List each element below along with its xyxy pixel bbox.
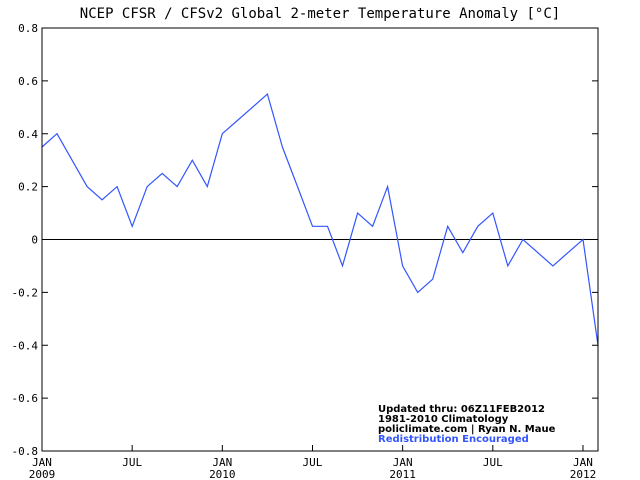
y-tick-label: -0.2 [12, 286, 39, 299]
x-tick-label: JAN [393, 456, 413, 469]
data-line [41, 93, 599, 346]
x-tick-label: JAN [32, 456, 52, 469]
x-tick-label: JUL [122, 456, 142, 469]
y-tick-label: -0.6 [12, 392, 39, 405]
x-year-label: 2010 [209, 468, 236, 480]
annotation: 1981-2010 Climatology [378, 414, 509, 425]
x-tick-label: JAN [212, 456, 232, 469]
x-year-label: 2009 [29, 468, 56, 480]
x-year-label: 2011 [389, 468, 416, 480]
y-tick-label: 0.4 [18, 128, 38, 141]
y-tick-label: 0.6 [18, 75, 38, 88]
annotation: policlimate.com | Ryan N. Maue [378, 424, 556, 435]
annotation: Redistribution Encouraged [378, 434, 529, 445]
annotation: Updated thru: 06Z11FEB2012 [378, 404, 545, 415]
chart-title: NCEP CFSR / CFSv2 Global 2-meter Tempera… [80, 6, 560, 22]
x-tick-label: JUL [303, 456, 323, 469]
x-tick-label: JUL [483, 456, 503, 469]
x-tick-label: JAN [573, 456, 593, 469]
y-tick-label: 0.2 [18, 181, 38, 194]
y-tick-label: 0 [31, 234, 38, 247]
x-year-label: 2012 [570, 468, 597, 480]
plot-frame [41, 27, 599, 452]
y-tick-label: -0.8 [12, 445, 39, 458]
y-tick-label: -0.4 [12, 339, 39, 352]
y-tick-label: 0.8 [18, 22, 38, 35]
